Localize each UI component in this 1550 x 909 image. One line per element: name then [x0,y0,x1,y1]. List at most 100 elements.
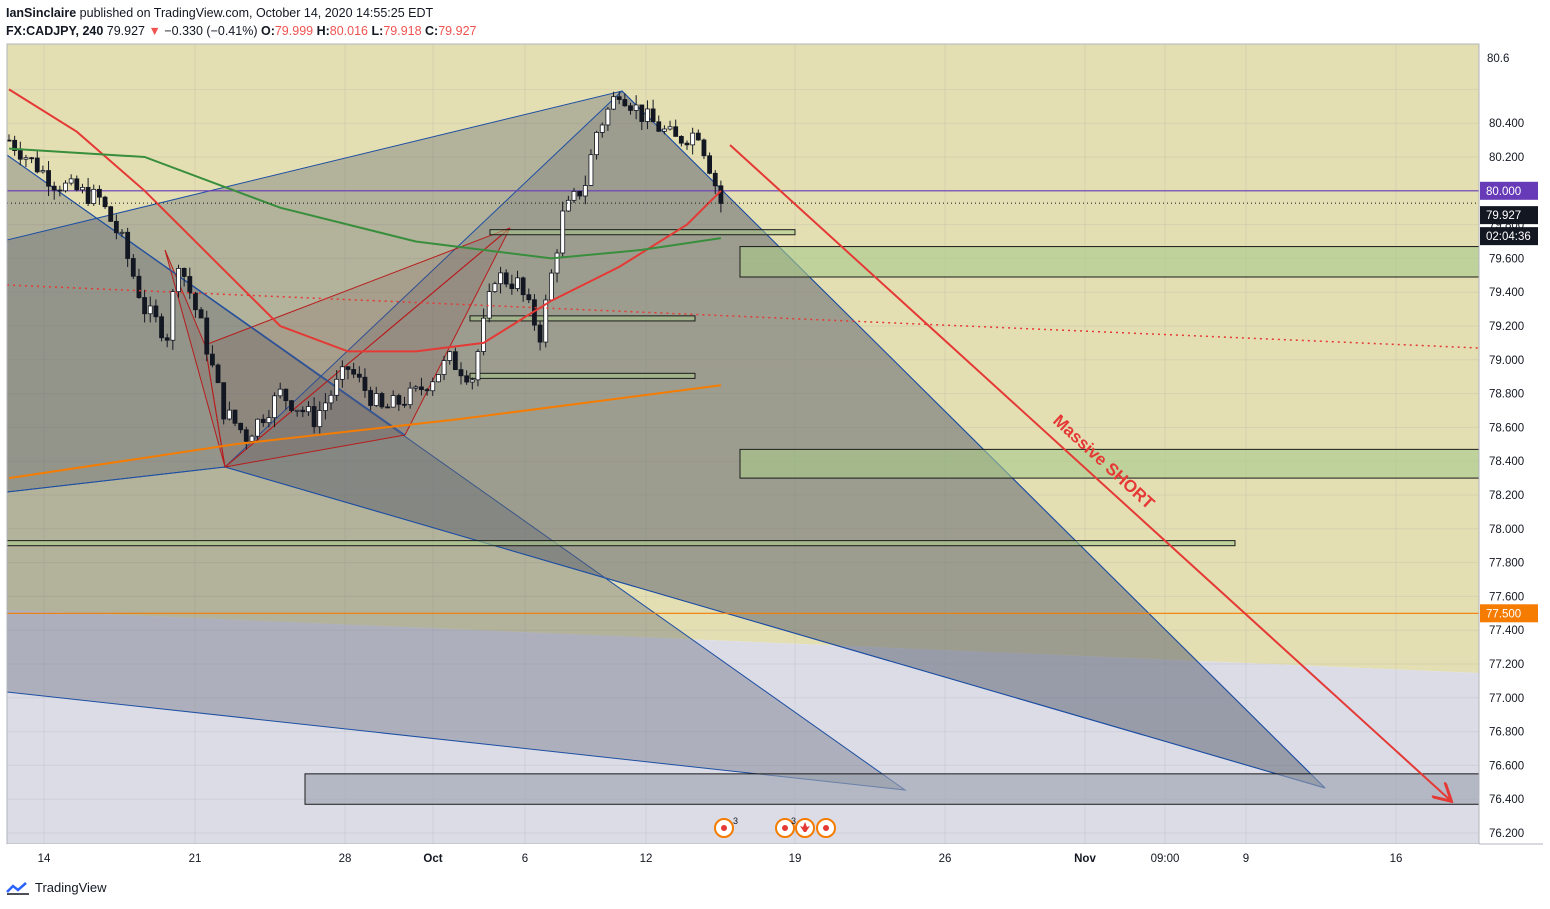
candle-body [452,351,458,371]
publisher-name[interactable]: IanSinclaire [6,6,77,20]
price-badge [1480,206,1538,225]
candle-body [673,126,679,137]
plot-area[interactable]: Massive SHORT [7,44,1479,844]
candle-body [209,353,215,366]
pattern-leg-2 [7,466,226,493]
footer-brand[interactable]: TradingView [6,880,107,895]
candle-body [266,417,272,424]
candle-body [176,267,181,293]
candle-body [549,272,554,301]
candle-body [68,178,74,184]
candle-body [136,275,142,298]
candle-body [311,406,317,428]
price-badge-label: 79.927 [1486,210,1521,222]
candle-body [74,178,80,191]
candle-body [407,387,413,406]
candle-body [255,418,261,437]
candle-body [447,351,453,361]
candle-body [571,190,577,201]
candle-body [430,381,436,392]
candle-body [537,324,543,343]
y-tick-label: 78.600 [1489,422,1524,434]
candle-body [345,366,351,370]
candle-body [396,395,402,405]
candle-body [678,136,684,144]
candle-body [34,157,40,173]
candle-body [458,369,464,377]
candle-body [294,409,300,412]
event-marker-flag-icon[interactable]: 3 [775,816,796,838]
small-box [469,372,696,379]
event-markers[interactable]: 3 3 [714,816,836,838]
large-triangle-a [7,154,907,791]
y-axis[interactable]: 76.200 76.400 76.600 76.800 77.000 77.200 77.4… [1489,118,1524,840]
moving-averages [8,88,722,480]
candle-body [249,435,255,442]
candle-body [662,128,667,132]
support-zones [7,229,1479,805]
y-tick-label: 76.800 [1489,727,1524,739]
x-axis-bar [7,844,1479,871]
low-value: 79.918 [383,24,422,38]
moving-average-line [8,384,722,480]
candle-body [85,186,91,204]
candle-body [226,409,232,420]
candle-body [690,132,696,146]
price-badge-label: 80.000 [1486,186,1521,198]
candle-body [147,305,153,315]
candle-body [306,406,311,413]
candle-body [130,258,136,277]
candle-body [204,317,210,355]
candle-body [622,99,628,107]
candle-body [656,121,662,132]
interval[interactable]: 240 [82,24,104,38]
x-tick-label: 28 [339,853,352,865]
candle-body [29,157,35,160]
candle-body [645,108,650,122]
footer-brand-label: TradingView [35,880,107,895]
candle-body [300,409,306,413]
candle-body [413,386,419,389]
candle-body [515,277,520,289]
candle-body [317,410,323,428]
candle-body [198,309,204,319]
symbol-line: FX:CADJPY, 240 79.927 ▼ −0.330 (−0.41%) … [6,24,477,38]
candle-body [684,142,690,146]
price-chart[interactable]: Massive SHORT 76.200 76.400 76.600 76.800 77… [0,0,1550,875]
candle-body [509,283,515,289]
x-tick-label: 19 [789,853,802,865]
candle-body [628,105,633,111]
x-axis[interactable]: 14 21 28 Oct 6 12 19 26 Nov 09:00 9 16 [38,853,1403,865]
y-tick-label: 77.400 [1489,625,1524,637]
candle-body [289,400,294,411]
event-marker-flag-icon[interactable]: 3 [714,816,738,838]
event-marker-flag-icon[interactable] [816,818,836,838]
small-box [489,229,796,236]
candle-body [469,379,475,383]
chart-header: IanSinclaire published on TradingView.co… [6,4,476,40]
candle-body [424,389,430,392]
event-marker-canada-icon[interactable] [795,818,815,838]
candle-body [283,388,289,402]
candle-body [650,108,656,123]
candle-body [390,395,396,408]
y-tick-label: 77.000 [1489,693,1524,705]
candle-body [215,364,221,384]
candle-body [170,291,176,341]
candle-body [712,172,718,187]
price-badge [1480,181,1538,200]
y-tick-label: 76.600 [1489,760,1524,772]
y-tick-label: 79.600 [1489,253,1524,265]
x-tick-label: 16 [1390,853,1403,865]
candle-body [441,360,447,375]
symbol-name[interactable]: FX:CADJPY [6,24,76,38]
y-tick-label: 80.400 [1489,118,1524,130]
candle-body [339,366,345,380]
y-tick-label: 76.400 [1489,794,1524,806]
price-candles [7,91,724,450]
horizontal-levels [7,190,1479,614]
x-tick-label: Nov [1074,853,1096,865]
y-tick-label: 79.000 [1489,355,1524,367]
candle-body [51,185,57,191]
y-tick-label: 79.400 [1489,287,1524,299]
